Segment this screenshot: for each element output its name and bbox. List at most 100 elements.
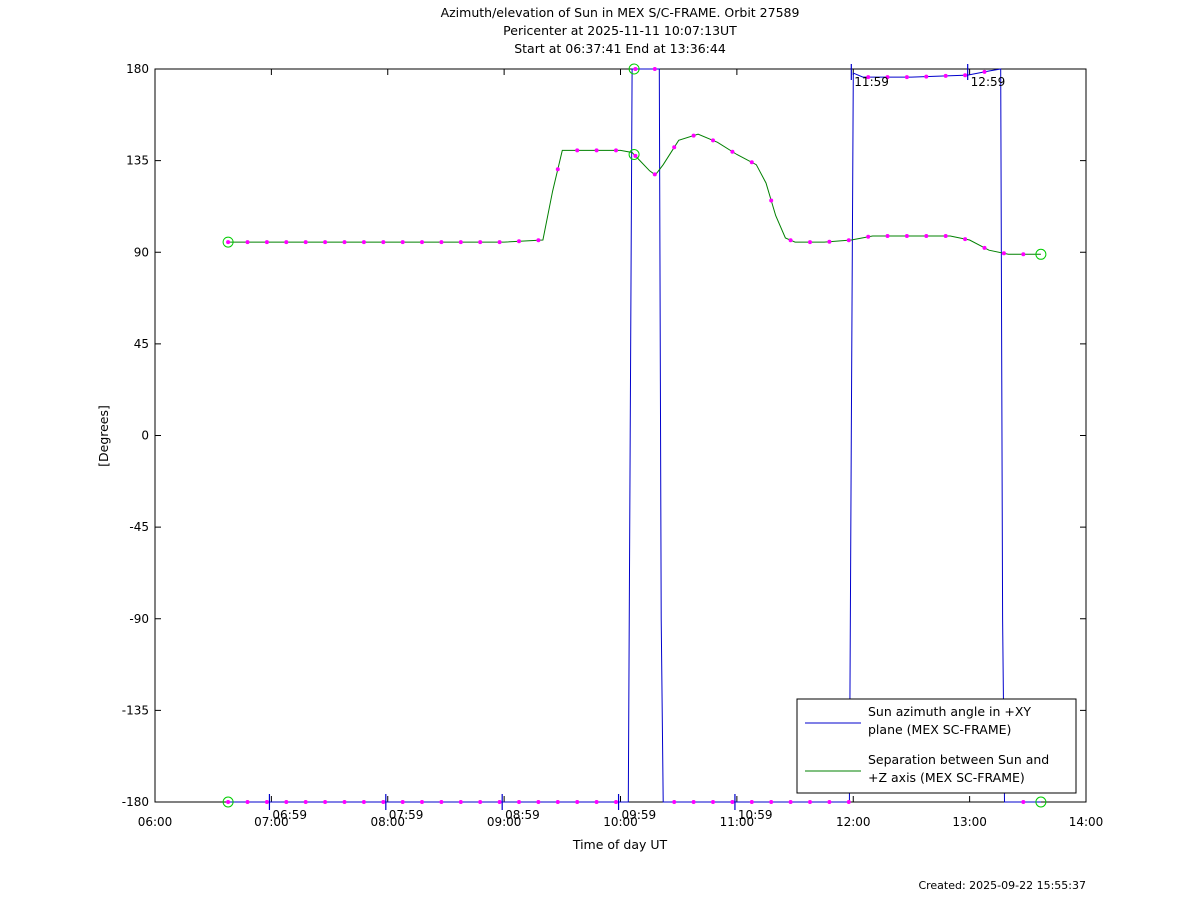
data-point-marker [439,800,444,804]
data-point-marker [458,240,463,245]
data-point-marker [458,800,463,804]
data-point-marker [808,800,812,804]
data-point-marker [555,800,560,804]
data-point-marker [420,800,424,804]
y-tick-label: -45 [129,520,149,534]
data-point-marker [904,75,909,80]
data-point-marker [420,240,424,245]
data-point-marker [691,133,696,138]
data-point-marker [342,240,347,245]
data-point-marker [808,240,812,245]
data-point-marker [594,148,599,153]
time-labels: 06:59 07:59 08:59 09:59 10:59 11:59 12:59 [268,64,1006,822]
y-tick-label: -90 [129,612,149,626]
data-point-marker [827,239,832,244]
data-point-marker [555,167,560,172]
title-line-1: Azimuth/elevation of Sun in MEX S/C-FRAM… [441,5,800,20]
data-point-marker [633,153,638,158]
time-label: 07:59 [389,808,424,822]
data-point-marker [866,75,871,80]
data-point-marker [982,245,987,250]
endpoint-marker [1035,796,1047,808]
x-tick-label: 06:00 [138,815,173,829]
data-point-marker [982,69,987,74]
data-point-marker [614,800,618,804]
data-point-marker [672,145,677,150]
data-point-marker [264,800,269,804]
legend-entry: Separation between Sun and [868,752,1049,767]
title-line-2: Pericenter at 2025-11-11 10:07:13UT [503,23,737,38]
created-timestamp: Created: 2025-09-22 15:55:37 [918,879,1086,892]
data-point-marker [1021,800,1026,804]
x-tick-label: 14:00 [1069,815,1104,829]
x-tick-label: 10:00 [603,815,638,829]
legend-box [796,698,1077,794]
time-label: 06:59 [272,808,307,822]
time-label: 11:59 [854,75,889,89]
data-point-marker [672,800,677,804]
data-point-marker [245,240,250,245]
time-label: 08:59 [505,808,540,822]
y-tick-label: 135 [126,154,149,168]
data-point-marker [303,240,308,245]
azimuth-series-line [228,68,1041,803]
data-point-marker [866,234,871,239]
time-label: 09:59 [622,808,657,822]
data-point-marker [633,67,638,71]
y-tick-label: -135 [122,703,149,717]
data-point-marker [284,240,289,245]
data-point-marker [846,238,851,243]
data-point-marker [885,75,890,80]
data-point-marker [381,800,386,804]
data-point-marker [924,234,929,238]
endpoint-marker [222,796,234,808]
data-point-marker [497,240,502,245]
time-label: 12:59 [971,75,1006,89]
endpoint-marker [222,236,234,248]
data-point-marker [303,800,308,804]
time-label: 10:59 [738,808,773,822]
endpoint-marker [1035,248,1047,260]
data-point-marker [517,800,521,804]
data-point-marker [788,800,793,804]
data-point-marker [711,800,715,804]
data-point-marker [943,73,948,78]
x-tick-label: 09:00 [487,815,522,829]
separation-series-line [228,133,1041,255]
data-point-marker [478,800,483,804]
data-point-marker [691,800,696,804]
data-point-marker [536,800,541,804]
data-point-marker [245,800,250,804]
data-point-marker [226,240,231,245]
x-tick-label: 13:00 [952,815,987,829]
data-point-marker [846,800,851,804]
data-point-marker [361,800,366,804]
y-tick-label: 0 [141,429,149,443]
marker-layer [222,63,1047,808]
data-point-marker [769,800,774,804]
data-point-marker [652,172,657,177]
data-point-marker [264,240,269,245]
data-point-marker [323,800,328,804]
pericenter-marker [628,63,640,75]
data-point-marker [943,234,948,238]
y-tick-label: 90 [134,245,149,259]
data-point-marker [478,240,483,245]
legend-entry: +Z axis (MEX SC-FRAME) [868,770,1025,785]
data-point-marker [536,238,541,243]
data-point-marker [400,240,405,245]
x-tick-label: 08:00 [370,815,405,829]
title-line-3: Start at 06:37:41 End at 13:36:44 [514,41,726,56]
data-point-marker [652,67,657,71]
x-tick-label: 12:00 [836,815,871,829]
data-point-marker [284,800,289,804]
data-point-marker [361,240,366,245]
data-point-marker [963,73,968,78]
data-point-marker [439,240,444,245]
y-tick-label: -180 [122,795,149,809]
plot-border [154,68,1087,803]
data-point-marker [788,238,793,243]
y-tick-label: 180 [126,62,149,76]
data-point-marker [711,138,715,143]
